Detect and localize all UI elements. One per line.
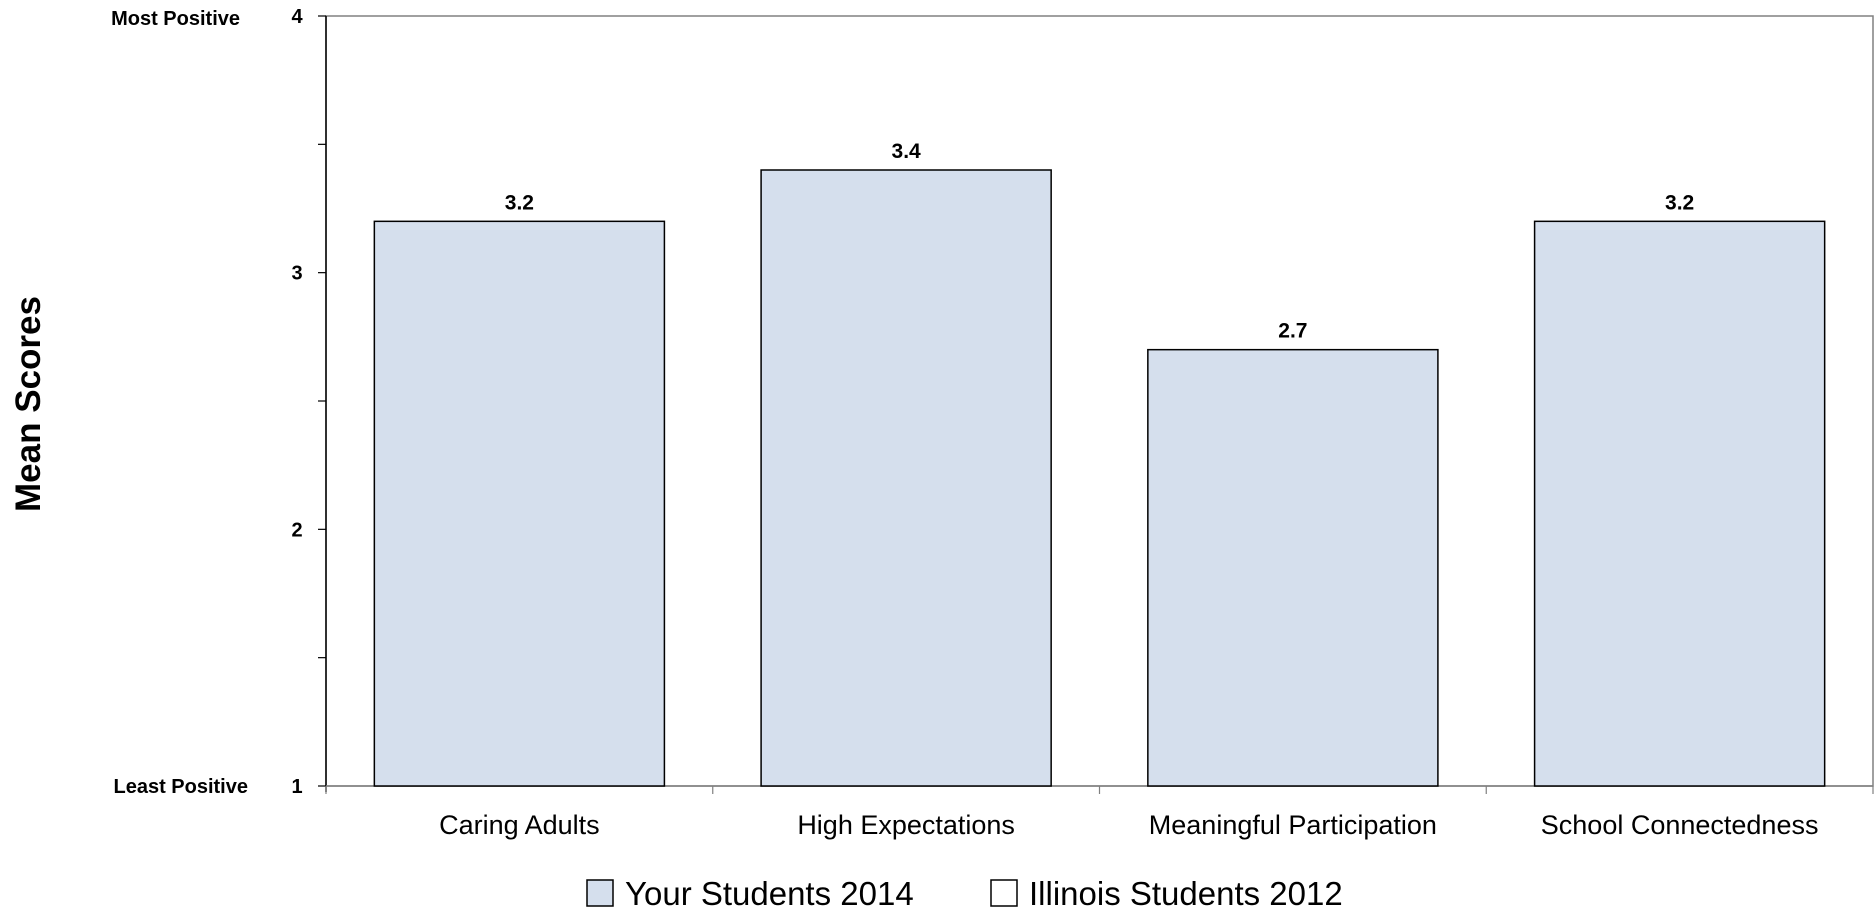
data-label-high-expectations: 3.4 bbox=[892, 140, 922, 163]
y-tick-label-4: 4 bbox=[291, 6, 303, 28]
legend: Your Students 2014 Illinois Students 201… bbox=[586, 875, 1343, 912]
y-axis-title: Mean Scores bbox=[9, 296, 48, 512]
y-tick-label-2: 2 bbox=[291, 519, 302, 541]
data-label-meaningful-participation: 2.7 bbox=[1278, 320, 1307, 343]
bar-school-connectedness bbox=[1533, 220, 1826, 787]
x-tick-label-high-expectations: High Expectations bbox=[797, 810, 1015, 840]
bar-caring-adults bbox=[373, 220, 666, 787]
x-tick-label-meaningful-participation: Meaningful Participation bbox=[1149, 810, 1437, 840]
data-label-school-connectedness: 3.2 bbox=[1665, 191, 1694, 214]
plot-area: 1 2 3 4 3.2 Caring Adults 3.4 High Expectations… bbox=[291, 6, 1874, 840]
x-tick-label-school-connectedness: School Connectedness bbox=[1541, 810, 1819, 840]
legend-label-your-students-2014: Your Students 2014 bbox=[625, 875, 914, 912]
legend-swatch-illinois-students-2012 bbox=[990, 879, 1018, 907]
legend-label-illinois-students-2012: Illinois Students 2012 bbox=[1029, 875, 1343, 912]
y-axis-top-label: Most Positive bbox=[111, 8, 240, 30]
x-tick-label-caring-adults: Caring Adults bbox=[439, 810, 600, 840]
y-axis-bottom-label: Least Positive bbox=[113, 776, 248, 798]
y-tick-label-3: 3 bbox=[291, 263, 302, 285]
bar-meaningful-participation bbox=[1147, 348, 1439, 787]
bar-high-expectations bbox=[760, 169, 1052, 787]
legend-swatch-your-students-2014 bbox=[586, 879, 614, 907]
y-tick-label-1: 1 bbox=[291, 776, 302, 798]
data-label-caring-adults: 3.2 bbox=[505, 191, 534, 214]
